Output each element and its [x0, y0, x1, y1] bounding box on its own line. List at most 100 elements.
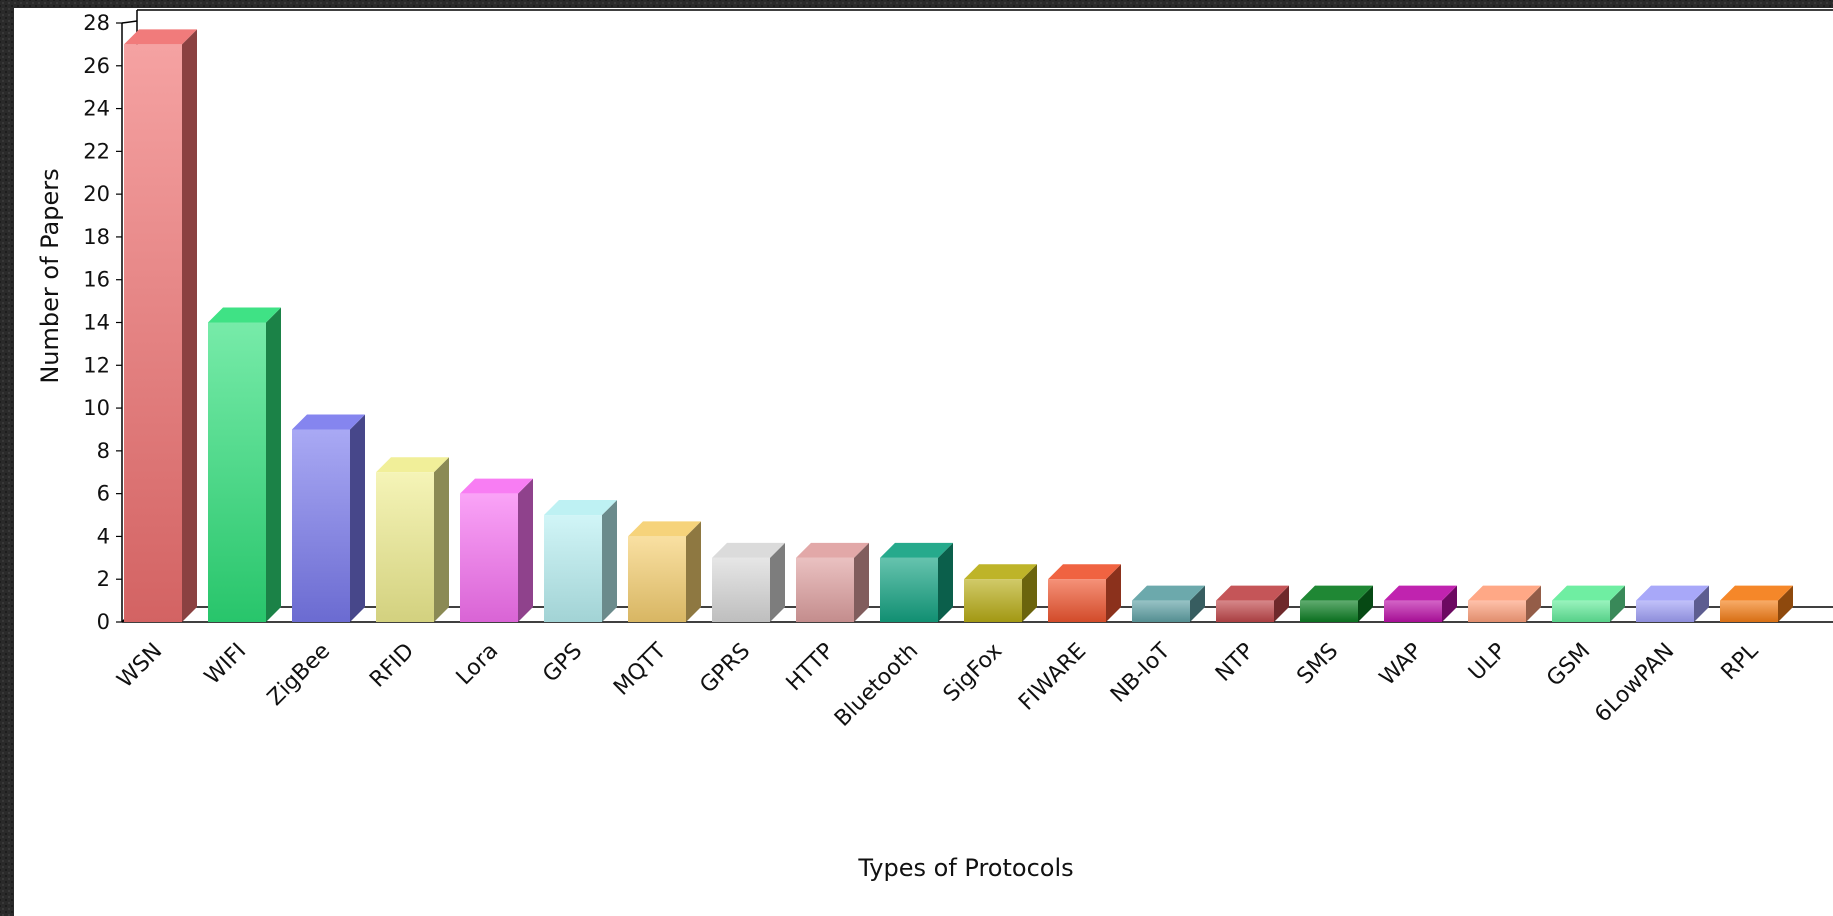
bar-nb-iot	[1132, 585, 1205, 622]
bar-top-face	[1132, 585, 1205, 601]
x-tick-label: SigFox	[939, 639, 1007, 707]
bar-front-face	[376, 472, 434, 622]
bar-top-face	[376, 457, 449, 473]
x-tick-label: WSN	[113, 639, 168, 694]
bar-top-face	[1636, 585, 1709, 601]
bar-side-face	[1610, 585, 1625, 622]
bar-lora	[460, 478, 533, 622]
bar-front-face	[124, 44, 182, 622]
bar-top-face	[292, 414, 365, 430]
y-tick-label: 24	[83, 97, 110, 121]
bar-top-face	[1468, 585, 1541, 601]
bar-top-face	[1720, 585, 1793, 601]
x-tick-label: RPL	[1717, 638, 1764, 685]
y-tick-label: 26	[83, 54, 110, 78]
bar-side-face	[1442, 585, 1457, 622]
bar-side-face	[182, 29, 197, 622]
bar-side-face	[1106, 564, 1121, 622]
y-tick-label: 0	[97, 610, 110, 634]
x-tick-label: GPS	[538, 639, 587, 688]
bar-top-face	[1048, 564, 1121, 580]
bar-6lowpan	[1636, 585, 1709, 622]
bar-side-face	[1694, 585, 1709, 622]
bar-bluetooth	[880, 542, 953, 622]
bar-front-face	[712, 557, 770, 622]
bar-side-face	[938, 542, 953, 622]
bar-side-face	[602, 500, 617, 622]
x-tick-label: HTTP	[782, 639, 839, 696]
x-tick-label: Lora	[452, 639, 504, 691]
y-tick-label: 10	[83, 396, 110, 420]
bar-zigbee	[292, 414, 365, 622]
bar-side-face	[434, 457, 449, 622]
bar-top-face	[964, 564, 1037, 580]
bar-top-face	[712, 542, 785, 558]
y-tick-label: 28	[83, 11, 110, 35]
bar-side-face	[1358, 585, 1373, 622]
bar-rpl	[1720, 585, 1793, 622]
x-tick-label: GPRS	[695, 639, 755, 699]
bar-front-face	[1384, 600, 1442, 622]
bar-front-face	[208, 322, 266, 622]
bar-side-face	[1022, 564, 1037, 622]
bar-top-face	[544, 500, 617, 516]
bar-side-face	[1190, 585, 1205, 622]
y-tick-label: 4	[97, 524, 110, 548]
x-tick-label: GSM	[1542, 639, 1595, 692]
y-tick-label: 14	[83, 311, 110, 335]
x-tick-label: SMS	[1292, 639, 1343, 690]
bar-top-face	[1384, 585, 1457, 601]
bar-gps	[544, 500, 617, 622]
bar-sigfox	[964, 564, 1037, 622]
bar-fiware	[1048, 564, 1121, 622]
bar-front-face	[460, 493, 518, 622]
bar-side-face	[1526, 585, 1541, 622]
bar-top-face	[1216, 585, 1289, 601]
x-tick-label: 6LowPAN	[1590, 639, 1679, 728]
bar-front-face	[796, 557, 854, 622]
x-tick-label: Bluetooth	[830, 639, 923, 732]
bar-front-face	[1720, 600, 1778, 622]
x-tick-label: ZigBee	[263, 639, 335, 711]
bar-side-face	[518, 478, 533, 622]
bar-top-face	[460, 478, 533, 494]
bar-side-face	[686, 521, 701, 622]
bar-front-face	[1468, 600, 1526, 622]
bar-http	[796, 542, 869, 622]
bar-wsn	[124, 29, 197, 622]
bar-mqtt	[628, 521, 701, 622]
x-tick-label: RFID	[365, 639, 419, 693]
x-tick-label: MQTT	[609, 638, 671, 700]
x-tick-label: NTP	[1211, 639, 1259, 687]
bar-front-face	[1132, 600, 1190, 622]
bar-front-face	[1300, 600, 1358, 622]
bar-front-face	[628, 536, 686, 622]
y-tick-label: 20	[83, 182, 110, 206]
bar-top-face	[1552, 585, 1625, 601]
bar-series	[124, 29, 1793, 622]
bar-gprs	[712, 542, 785, 622]
y-tick-label: 6	[97, 482, 110, 506]
bar-side-face	[350, 414, 365, 622]
y-tick-label: 16	[83, 268, 110, 292]
bar-gsm	[1552, 585, 1625, 622]
bar-side-face	[1778, 585, 1793, 622]
bar-front-face	[880, 557, 938, 622]
x-tick-label: FIWARE	[1014, 639, 1091, 716]
y-tick-label: 12	[83, 353, 110, 377]
bar-ntp	[1216, 585, 1289, 622]
bar-ulp	[1468, 585, 1541, 622]
y-tick-label: 8	[97, 439, 110, 463]
bar-side-face	[1274, 585, 1289, 622]
bar-front-face	[964, 579, 1022, 622]
x-tick-label: WIFI	[200, 639, 251, 690]
x-tick-label: NB-IoT	[1106, 638, 1176, 708]
bar-top-face	[628, 521, 701, 537]
bar-front-face	[1216, 600, 1274, 622]
bar-front-face	[1552, 600, 1610, 622]
bar-front-face	[1048, 579, 1106, 622]
bar-side-face	[854, 542, 869, 622]
bar-side-face	[266, 307, 281, 622]
